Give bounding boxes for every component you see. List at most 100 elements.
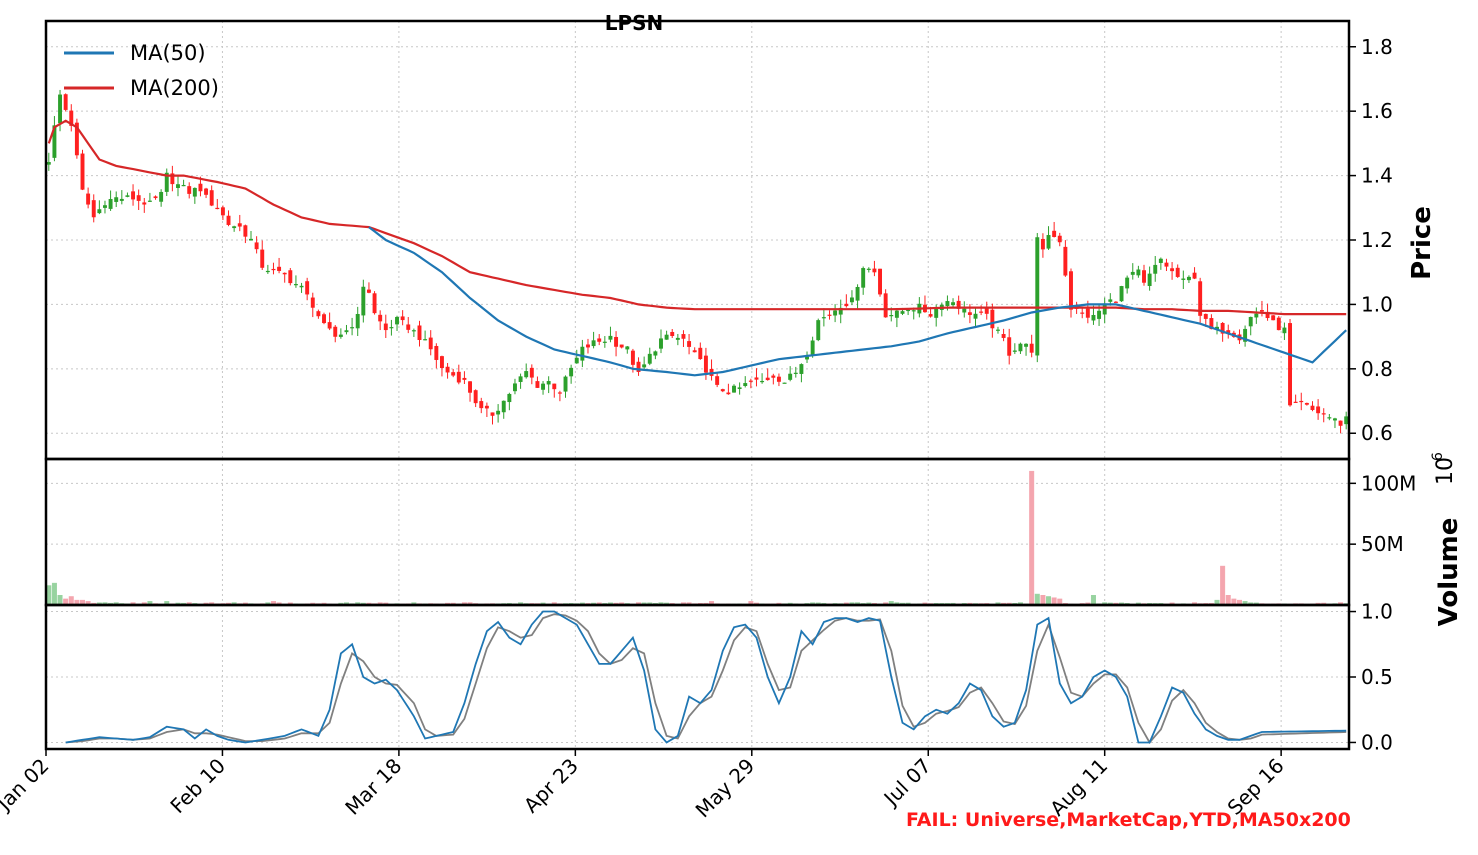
volume-bar — [1035, 594, 1039, 605]
candle-body — [1159, 259, 1163, 263]
candle-body — [1165, 263, 1169, 267]
candle-body — [120, 199, 124, 201]
candle-body — [243, 225, 247, 236]
candle-body — [109, 199, 113, 209]
candle-body — [833, 311, 837, 316]
candle-body — [378, 315, 382, 322]
candle-body — [659, 338, 663, 348]
x-tick-label: Feb 10 — [165, 754, 230, 819]
price-tick-label: 1.2 — [1361, 228, 1393, 252]
candle-body — [895, 311, 899, 318]
candle-body — [311, 298, 315, 308]
candle-body — [1327, 417, 1331, 418]
candle-body — [1097, 311, 1101, 319]
candle-body — [1249, 317, 1253, 326]
candle-body — [524, 371, 528, 377]
x-tick-label: Mar 18 — [340, 754, 406, 820]
candle-body — [592, 340, 596, 346]
x-tick-label: Apr 23 — [519, 754, 583, 818]
volume-tick-label: 50M — [1361, 532, 1404, 556]
candle-body — [502, 401, 506, 412]
candle-body — [350, 327, 354, 328]
price-axis-label: Price — [1407, 206, 1437, 280]
candle-body — [979, 312, 983, 313]
candle-body — [1294, 402, 1298, 403]
candle-body — [743, 383, 747, 386]
volume-axis-label: Volume — [1434, 518, 1464, 627]
candle-body — [1170, 268, 1174, 271]
candle-body — [1007, 337, 1011, 355]
candle-body — [850, 297, 854, 302]
candle-body — [794, 373, 798, 374]
candle-body — [856, 287, 860, 301]
candle-body — [597, 338, 601, 341]
candle-body — [906, 310, 910, 311]
x-tick-label: Jan 02 — [0, 754, 54, 817]
candle-body — [704, 356, 708, 373]
candle-body — [1131, 272, 1135, 275]
stochastic-d-line — [66, 614, 1347, 742]
x-tick-label: Jul 07 — [878, 754, 936, 812]
candle-body — [541, 384, 545, 390]
candle-body — [564, 377, 568, 392]
status-message: FAIL: Universe,MarketCap,YTD,MA50x200 — [906, 809, 1351, 831]
price-tick-label: 1.8 — [1361, 35, 1393, 59]
candle-body — [249, 239, 253, 241]
candle-body — [1030, 344, 1034, 353]
candle-body — [889, 315, 893, 316]
candle-body — [412, 330, 416, 331]
candle-body — [777, 377, 781, 382]
candle-body — [1322, 413, 1326, 414]
candle-body — [861, 268, 865, 288]
candle-body — [1013, 351, 1017, 352]
candle-body — [491, 412, 495, 415]
legend-ma50-label: MA(50) — [130, 41, 206, 65]
candle-body — [1181, 279, 1185, 280]
candle-body — [238, 223, 242, 226]
candle-body — [328, 322, 332, 328]
candle-body — [367, 290, 371, 293]
candle-body — [816, 320, 820, 340]
candle-body — [125, 195, 129, 197]
candle-body — [1277, 318, 1281, 330]
price-panel: 0.6 0.8 1.0 1.2 1.4 1.6 1.8 Price MA(50) MA(20… — [46, 21, 1437, 459]
candle-body — [215, 208, 219, 209]
candle-body — [1153, 265, 1157, 274]
candle-body — [1120, 286, 1124, 301]
candle-body — [1114, 302, 1118, 303]
candle-body — [586, 344, 590, 347]
candle-body — [1288, 323, 1292, 405]
candle-body — [653, 351, 657, 355]
candle-body — [86, 194, 90, 205]
candle-body — [468, 381, 472, 392]
candle-body — [187, 186, 191, 194]
candle-body — [1204, 314, 1208, 319]
candle-body — [929, 314, 933, 316]
candle-body — [479, 401, 483, 408]
candle-body — [878, 269, 882, 295]
candle-body — [990, 310, 994, 329]
candle-body — [176, 184, 180, 188]
candle-body — [513, 383, 517, 391]
candle-body — [288, 270, 292, 283]
candle-body — [1333, 418, 1337, 420]
candle-body — [204, 189, 208, 195]
candle-body — [901, 311, 905, 314]
candle-body — [418, 325, 422, 340]
candle-body — [193, 188, 197, 197]
x-tick-label: May 29 — [691, 754, 760, 823]
candle-body — [552, 384, 556, 390]
candle-body — [625, 346, 629, 349]
candle-body — [828, 315, 832, 316]
candle-body — [58, 95, 62, 124]
candle-body — [693, 350, 697, 352]
candle-body — [766, 378, 770, 380]
candle-body — [1339, 421, 1343, 426]
candle-body — [198, 184, 202, 192]
candle-body — [519, 376, 523, 382]
price-tick-label: 1.6 — [1361, 99, 1393, 123]
candle-body — [670, 332, 674, 336]
ma200-line — [49, 121, 1346, 314]
candle-body — [547, 381, 551, 384]
candle-body — [339, 335, 343, 337]
